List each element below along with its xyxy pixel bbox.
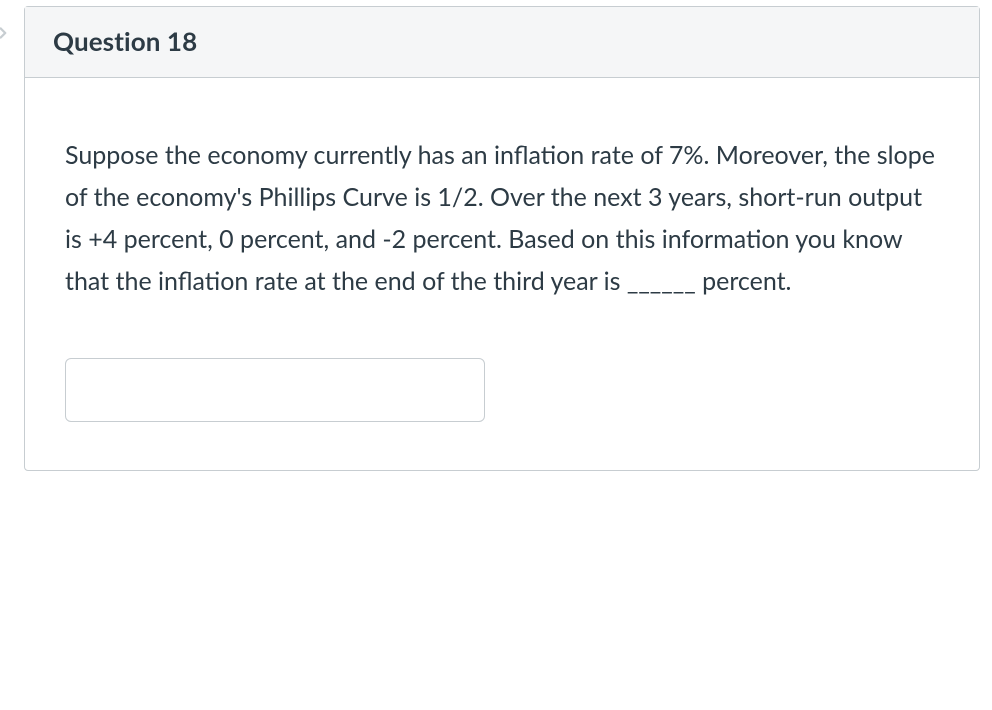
question-body: Suppose the economy currently has an inf… [25, 78, 979, 470]
question-title: Question 18 [53, 25, 951, 57]
question-header: Question 18 [25, 7, 979, 78]
answer-input[interactable] [65, 358, 485, 422]
answer-area [65, 358, 939, 422]
question-text: Suppose the economy currently has an inf… [65, 134, 935, 302]
chevron-right-icon [0, 24, 12, 42]
quiz-stage: Question 18 Suppose the economy currentl… [0, 0, 992, 710]
question-card: Question 18 Suppose the economy currentl… [24, 6, 980, 471]
